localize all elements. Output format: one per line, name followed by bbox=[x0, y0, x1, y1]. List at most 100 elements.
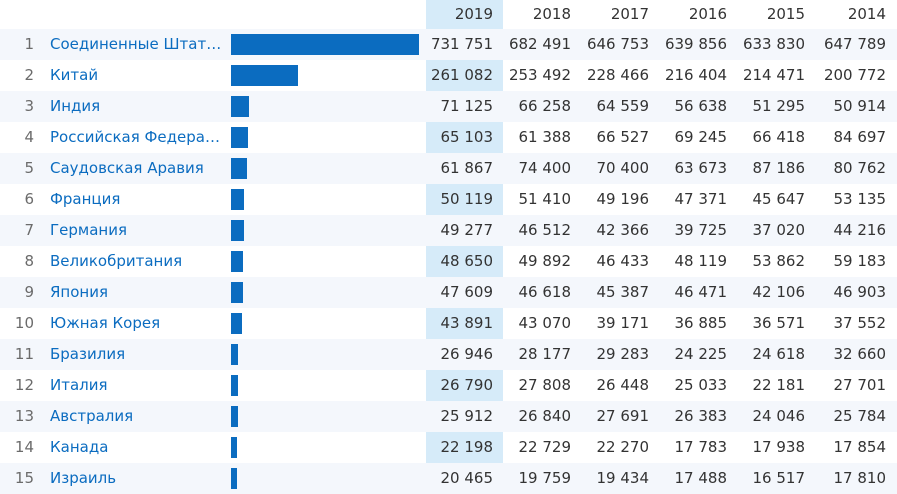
value-bar-track bbox=[231, 60, 421, 91]
value-bar-track bbox=[231, 122, 421, 153]
table-row[interactable]: 13 Австралия 25 912 26 840 27 691 26 383 24 04… bbox=[0, 401, 897, 432]
country-link[interactable]: Израиль bbox=[50, 469, 117, 487]
value-cell-2018: 27 808 bbox=[518, 376, 572, 394]
value-cell-2014: 25 784 bbox=[833, 407, 887, 425]
value-cell-2014: 647 789 bbox=[823, 35, 886, 53]
country-link[interactable]: Южная Корея bbox=[50, 314, 161, 332]
table-row[interactable]: 9 Япония 47 609 46 618 45 387 46 471 42 106 46 … bbox=[0, 277, 897, 308]
value-cell-2018: 22 729 bbox=[518, 438, 572, 456]
value-cell-2016: 24 225 bbox=[674, 345, 728, 363]
value-cell-2017: 70 400 bbox=[596, 159, 650, 177]
value-bar-track bbox=[231, 91, 421, 122]
value-cell-2018: 43 070 bbox=[518, 314, 572, 332]
table-row[interactable]: 11 Бразилия 26 946 28 177 29 283 24 225 24 618… bbox=[0, 339, 897, 370]
table-row[interactable]: 12 Италия 26 790 27 808 26 448 25 033 22 181 27… bbox=[0, 370, 897, 401]
value-cell-2016: 46 471 bbox=[674, 283, 728, 301]
value-cell-2015: 22 181 bbox=[752, 376, 806, 394]
year-header-3[interactable]: 2016 bbox=[688, 5, 727, 23]
table-row[interactable]: 7 Германия 49 277 46 512 42 366 39 725 37 020 4… bbox=[0, 215, 897, 246]
value-cell-2019: 61 867 bbox=[440, 159, 494, 177]
value-bar-track bbox=[231, 308, 421, 339]
value-cell-2014: 53 135 bbox=[833, 190, 887, 208]
country-link[interactable]: Саудовская Аравия bbox=[50, 159, 204, 177]
value-bar-track bbox=[231, 339, 421, 370]
country-link[interactable]: Бразилия bbox=[50, 345, 126, 363]
value-cell-2014: 37 552 bbox=[833, 314, 887, 332]
table-row[interactable]: 15 Израиль 20 465 19 759 19 434 17 488 16 517 1… bbox=[0, 463, 897, 494]
value-cell-2015: 16 517 bbox=[752, 469, 806, 487]
value-cell-2017: 64 559 bbox=[596, 97, 650, 115]
rank-number: 10 bbox=[14, 314, 34, 332]
table-row[interactable]: 1 Соединенные Штаты Америки 731 751 682 491… bbox=[0, 29, 897, 60]
value-bar-track bbox=[231, 184, 421, 215]
rank-number: 5 bbox=[24, 159, 34, 177]
value-cell-2015: 45 647 bbox=[752, 190, 806, 208]
year-header-5[interactable]: 2014 bbox=[847, 5, 886, 23]
value-cell-2018: 46 512 bbox=[518, 221, 572, 239]
table-row[interactable]: 8 Великобритания 48 650 49 892 46 433 48 119 5… bbox=[0, 246, 897, 277]
value-cell-2017: 66 527 bbox=[596, 128, 650, 146]
table-row[interactable]: 3 Индия 71 125 66 258 64 559 56 638 51 295 50 9… bbox=[0, 91, 897, 122]
year-header-0[interactable]: 2019 bbox=[454, 5, 493, 23]
value-bar-track bbox=[231, 401, 421, 432]
year-header-4[interactable]: 2015 bbox=[766, 5, 805, 23]
year-header-1[interactable]: 2018 bbox=[532, 5, 571, 23]
country-link[interactable]: Индия bbox=[50, 97, 101, 115]
rank-number: 8 bbox=[24, 252, 34, 270]
value-bar bbox=[231, 127, 248, 148]
country-link[interactable]: Соединенные Штаты Америки bbox=[50, 35, 228, 53]
value-bar bbox=[231, 220, 244, 241]
value-bar-track bbox=[231, 432, 421, 463]
value-cell-2017: 49 196 bbox=[596, 190, 650, 208]
country-link[interactable]: Великобритания bbox=[50, 252, 183, 270]
value-cell-2017: 27 691 bbox=[596, 407, 650, 425]
table-row[interactable]: 5 Саудовская Аравия 61 867 74 400 70 400 63 6… bbox=[0, 153, 897, 184]
rank-number: 7 bbox=[24, 221, 34, 239]
value-cell-2015: 24 618 bbox=[752, 345, 806, 363]
value-bar bbox=[231, 251, 243, 272]
country-link[interactable]: Канада bbox=[50, 438, 109, 456]
country-link[interactable]: Китай bbox=[50, 66, 99, 84]
value-cell-2016: 63 673 bbox=[674, 159, 728, 177]
value-cell-2015: 17 938 bbox=[752, 438, 806, 456]
table-row[interactable]: 10 Южная Корея 43 891 43 070 39 171 36 885 36 … bbox=[0, 308, 897, 339]
value-cell-2018: 51 410 bbox=[518, 190, 572, 208]
value-cell-2015: 87 186 bbox=[752, 159, 806, 177]
country-link[interactable]: Италия bbox=[50, 376, 108, 394]
value-cell-2014: 200 772 bbox=[823, 66, 886, 84]
value-cell-2015: 53 862 bbox=[752, 252, 806, 270]
value-cell-2019: 47 609 bbox=[440, 283, 494, 301]
country-link[interactable]: Япония bbox=[50, 283, 108, 301]
value-cell-2014: 32 660 bbox=[833, 345, 887, 363]
country-link[interactable]: Австралия bbox=[50, 407, 134, 425]
value-bar-track bbox=[231, 246, 421, 277]
value-cell-2018: 49 892 bbox=[518, 252, 572, 270]
value-cell-2016: 17 488 bbox=[674, 469, 728, 487]
year-header-2[interactable]: 2017 bbox=[610, 5, 649, 23]
value-cell-2018: 253 492 bbox=[508, 66, 571, 84]
table-row[interactable]: 4 Российская Федерация 65 103 61 388 66 527 6… bbox=[0, 122, 897, 153]
value-cell-2015: 42 106 bbox=[752, 283, 806, 301]
value-cell-2016: 48 119 bbox=[674, 252, 728, 270]
value-cell-2017: 45 387 bbox=[596, 283, 650, 301]
rank-number: 6 bbox=[24, 190, 34, 208]
table-row[interactable]: 2 Китай 261 082 253 492 228 466 216 404 214 47… bbox=[0, 60, 897, 91]
value-cell-2016: 36 885 bbox=[674, 314, 728, 332]
country-link[interactable]: Франция bbox=[50, 190, 121, 208]
value-cell-2015: 37 020 bbox=[752, 221, 806, 239]
country-link[interactable]: Российская Федерация bbox=[50, 128, 228, 146]
rank-number: 12 bbox=[14, 376, 34, 394]
value-cell-2017: 228 466 bbox=[586, 66, 649, 84]
value-cell-2016: 25 033 bbox=[674, 376, 728, 394]
country-link[interactable]: Германия bbox=[50, 221, 127, 239]
rank-number: 11 bbox=[14, 345, 34, 363]
value-bar-track bbox=[231, 29, 421, 60]
value-cell-2017: 42 366 bbox=[596, 221, 650, 239]
value-cell-2015: 214 471 bbox=[742, 66, 805, 84]
value-cell-2018: 74 400 bbox=[518, 159, 572, 177]
table-row[interactable]: 6 Франция 50 119 51 410 49 196 47 371 45 647 53… bbox=[0, 184, 897, 215]
value-cell-2017: 39 171 bbox=[596, 314, 650, 332]
value-cell-2014: 27 701 bbox=[833, 376, 887, 394]
table-row[interactable]: 14 Канада 22 198 22 729 22 270 17 783 17 938 17… bbox=[0, 432, 897, 463]
